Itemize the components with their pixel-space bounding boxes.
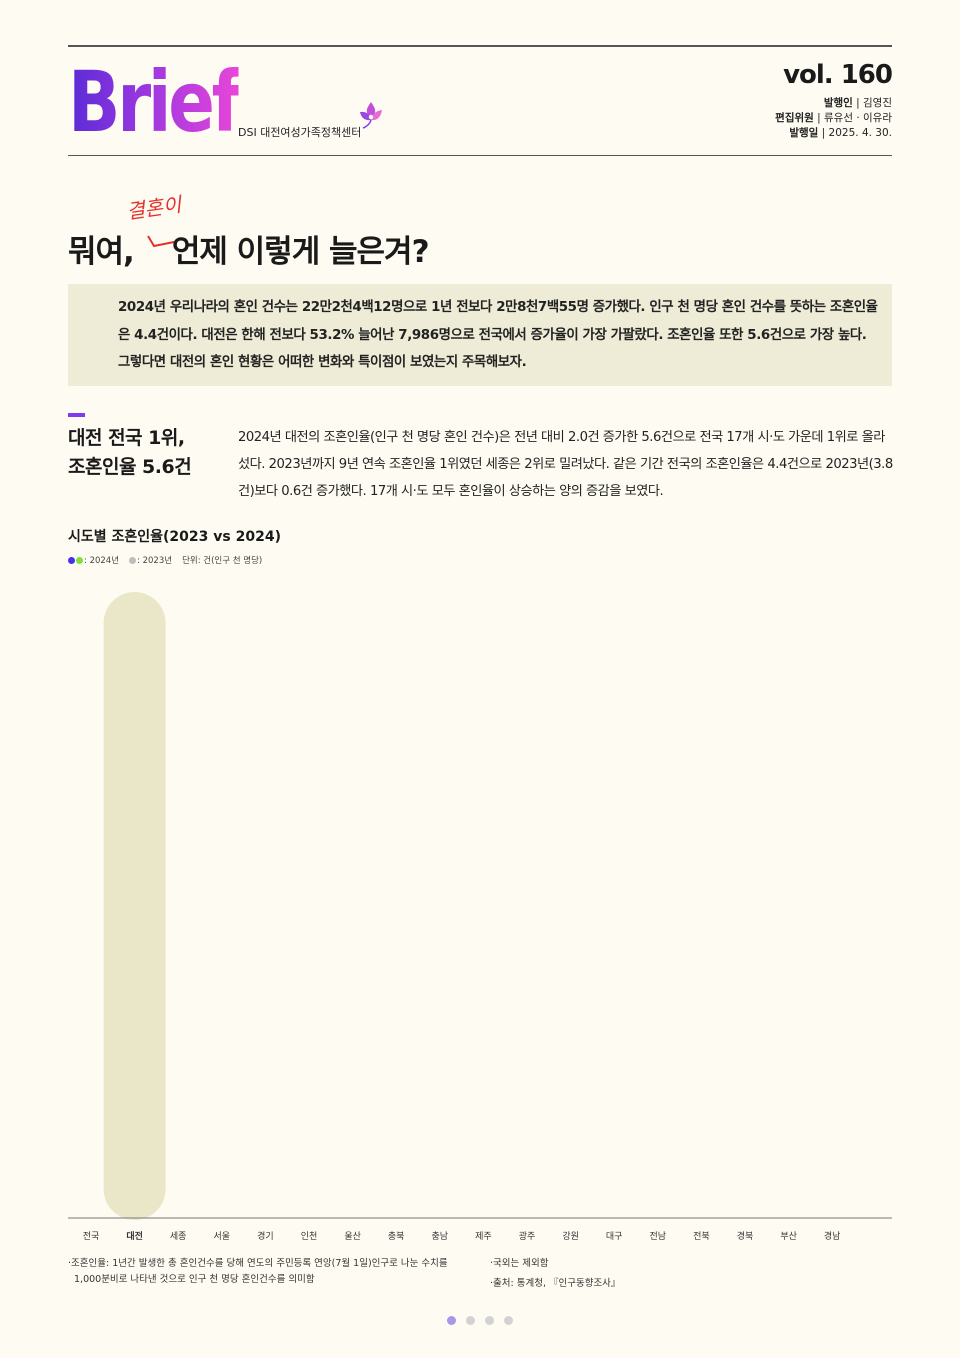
highlight-band: [103, 592, 166, 1220]
category-label: 경남: [824, 1230, 841, 1242]
exclusion-note: ·국외는 제외함: [490, 1258, 549, 1269]
page-dot-4[interactable]: [504, 1316, 513, 1325]
dumbbell-chart: 4.4+0.63.8전국5.6+2.03.6대전4.8+0.44.4세종4.6+…: [68, 592, 892, 1242]
lead-text: 2024년 우리나라의 혼인 건수는 22만2천4백12명으로 1년 전보다 2…: [118, 300, 878, 370]
legend-2023-label: : 2023년: [137, 556, 173, 566]
category-label: 강원: [562, 1231, 579, 1242]
handwritten-insert: 결혼이: [124, 192, 183, 224]
category-label: 대전: [126, 1230, 143, 1242]
page-indicator: [447, 1316, 513, 1325]
category-label: 대구: [606, 1231, 623, 1242]
source-text: ·출처: 통계청, 『인구동향조사』: [490, 1278, 621, 1289]
legend-2023-dot: [129, 556, 137, 564]
title-part1: 뭐여,: [68, 234, 135, 270]
insert-mark-icon: [147, 235, 175, 248]
legend-2024-green-dot: [76, 556, 83, 564]
page-dot-1[interactable]: [447, 1316, 456, 1325]
brief-logo: Brief: [68, 53, 242, 151]
flower-icon: [360, 102, 382, 129]
definition-line2: 1,000분비로 나타낸 것으로 인구 천 명당 혼인건수를 의미함: [74, 1274, 315, 1285]
section-heading-line1: 대전 전국 1위,: [68, 427, 185, 449]
category-label: 광주: [519, 1230, 536, 1242]
section-accent-bar: [68, 413, 85, 417]
header-rule: [68, 155, 892, 156]
page-dot-2[interactable]: [466, 1316, 475, 1325]
category-label: 제주: [475, 1231, 492, 1242]
lead-box: 2024년 우리나라의 혼인 건수는 22만2천4백12명으로 1년 전보다 2…: [68, 284, 892, 386]
category-label: 충남: [432, 1231, 449, 1242]
section-heading-line2: 조혼인율 5.6건: [68, 456, 192, 478]
chart-legend: : 2024년 : 2023년 단위: 건(인구 천 명당): [68, 554, 262, 566]
publisher: 김영진: [863, 97, 892, 109]
category-label: 충북: [388, 1231, 405, 1242]
source-note: ·국외는 제외함 ·출처: 통계청, 『인구동향조사』: [490, 1256, 620, 1292]
top-rule: [68, 45, 892, 47]
category-label: 전국: [83, 1231, 100, 1242]
publish-date: 2025. 4. 30.: [828, 127, 892, 139]
legend-unit: 단위: 건(인구 천 명당): [182, 556, 263, 566]
org-name: DSI 대전여성가족정책센터: [238, 126, 362, 139]
category-label: 전북: [693, 1231, 710, 1242]
page-dot-3[interactable]: [485, 1316, 494, 1325]
category-label: 세종: [170, 1231, 187, 1242]
editors-label: 편집위원: [775, 112, 814, 124]
date-label: 발행일: [789, 127, 819, 139]
legend-2024-purple-dot: [68, 556, 75, 564]
definition-line1: ·조혼인율: 1년간 발생한 총 혼인건수를 당해 연도의 주민등록 연앙(7월…: [68, 1258, 448, 1269]
page-title: 뭐여, 언제 이렇게 늘은겨?: [68, 226, 430, 271]
volume-number: vol. 160: [783, 60, 893, 90]
category-label: 경북: [737, 1230, 754, 1242]
legend-2024-label: : 2024년: [84, 556, 120, 566]
category-label: 서울: [214, 1231, 231, 1242]
publisher-label: 발행인: [823, 97, 853, 109]
section-heading: 대전 전국 1위, 조혼인율 5.6건: [68, 424, 192, 482]
category-label: 울산: [344, 1231, 361, 1242]
chart-title: 시도별 조혼인율(2023 vs 2024): [68, 529, 281, 545]
section-body: 2024년 대전의 조혼인율(인구 천 명당 혼인 건수)은 전년 대비 2.0…: [238, 430, 893, 499]
category-label: 전남: [650, 1231, 667, 1242]
category-label: 부산: [780, 1231, 797, 1242]
category-label: 인천: [301, 1231, 318, 1242]
definition-note: ·조혼인율: 1년간 발생한 총 혼인건수를 당해 연도의 주민등록 연앙(7월…: [68, 1256, 488, 1288]
category-label: 경기: [257, 1230, 274, 1242]
editors: 류유선 · 이유라: [824, 112, 892, 124]
title-part2: 언제 이렇게 늘은겨?: [171, 234, 430, 270]
masthead-meta: 발행인 | 김영진 편집위원 | 류유선 · 이유라 발행일 | 2025. 4…: [775, 97, 892, 139]
